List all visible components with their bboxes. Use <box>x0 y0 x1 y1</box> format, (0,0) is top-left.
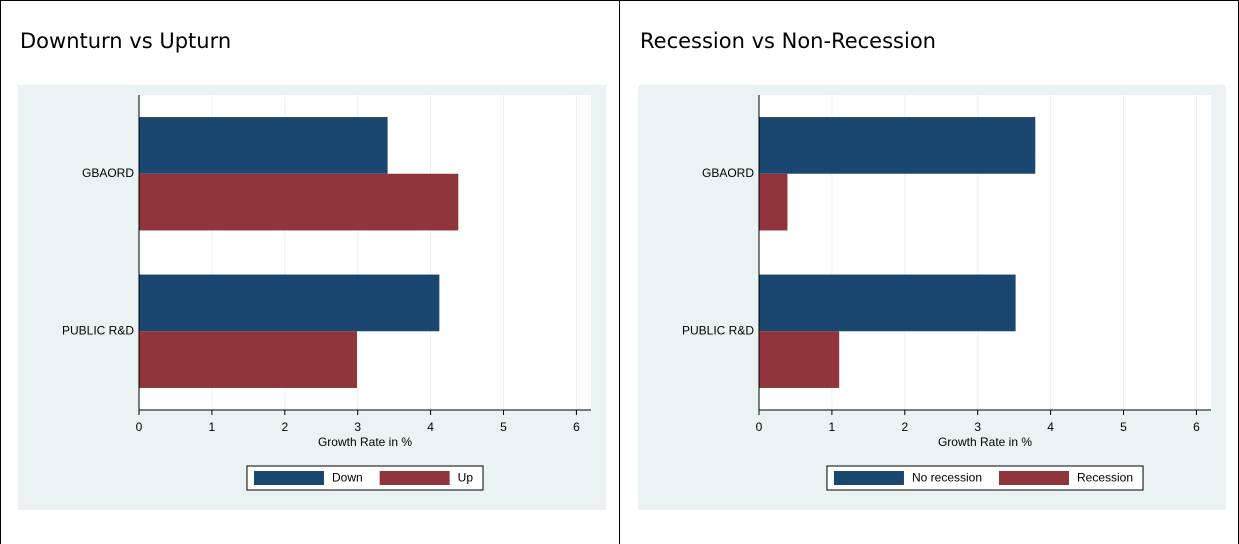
chart-title: Recession vs Non-Recession <box>640 29 936 53</box>
x-axis-title: Growth Rate in % <box>318 435 412 449</box>
x-tick-label: 6 <box>573 420 580 434</box>
bar <box>759 331 840 388</box>
x-tick-label: 5 <box>500 420 507 434</box>
bar <box>139 331 357 388</box>
bar <box>139 173 459 231</box>
bar <box>759 274 1016 332</box>
y-tick-label: GBAORD <box>82 166 134 180</box>
legend-label: Down <box>332 471 363 485</box>
bar <box>139 117 388 174</box>
x-tick-label: 6 <box>1193 420 1200 434</box>
x-tick-label: 1 <box>829 420 836 434</box>
bar <box>759 117 1036 174</box>
y-tick-label: PUBLIC R&D <box>682 323 754 337</box>
bar <box>759 173 788 231</box>
x-tick-label: 2 <box>901 420 908 434</box>
legend-swatch <box>833 471 904 485</box>
legend-swatch <box>253 471 324 485</box>
legend-label: Recession <box>1077 471 1133 485</box>
legend-swatch <box>999 471 1069 485</box>
x-tick-label: 3 <box>974 420 981 434</box>
legend: No recession Recession <box>826 465 1144 491</box>
legend-swatch <box>379 471 450 485</box>
x-tick-label: 0 <box>756 420 763 434</box>
x-tick-label: 1 <box>209 420 216 434</box>
legend: Down Up <box>246 465 484 491</box>
x-tick-label: 0 <box>136 420 143 434</box>
y-tick-label: GBAORD <box>702 166 754 180</box>
x-tick-label: 4 <box>427 420 434 434</box>
x-tick-label: 4 <box>1047 420 1054 434</box>
x-tick-label: 3 <box>354 420 361 434</box>
x-tick-label: 2 <box>281 420 288 434</box>
legend-label: No recession <box>912 471 982 485</box>
y-tick-label: PUBLIC R&D <box>62 323 134 337</box>
x-axis-title: Growth Rate in % <box>938 435 1032 449</box>
x-tick-label: 5 <box>1120 420 1127 434</box>
chart-title: Downturn vs Upturn <box>20 29 231 53</box>
legend-label: Up <box>458 471 474 485</box>
bar <box>139 274 440 332</box>
